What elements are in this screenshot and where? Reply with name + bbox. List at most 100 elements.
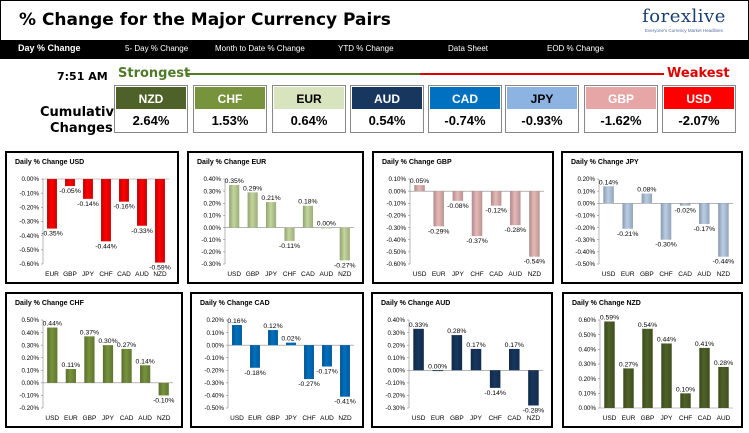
- currency-name: USD: [663, 86, 735, 110]
- x-tick-label: EUR: [622, 415, 636, 422]
- x-tick-label: USD: [603, 415, 617, 422]
- y-tick-label: 0.20%: [577, 176, 595, 183]
- data-label: 0.59%: [600, 314, 619, 321]
- bar: [680, 393, 691, 408]
- bar: [679, 203, 691, 206]
- strength-gradient-red: [420, 73, 664, 75]
- data-label: -0.02%: [674, 208, 696, 215]
- y-tick-label: -0.20%: [575, 225, 595, 232]
- x-tick-label: USD: [227, 271, 241, 278]
- chart-panel-cad: Daily % Change CAD 0.20% 0.10% 0.00% -0.10% -…: [190, 292, 364, 428]
- currency-box-gbp: GBP -1.62%: [584, 85, 658, 133]
- y-tick-label: -0.20%: [19, 205, 39, 212]
- data-label: -0.17%: [694, 226, 716, 233]
- data-label: -0.16%: [113, 204, 135, 211]
- x-tick-label: GBP: [246, 271, 260, 278]
- data-label: 0.44%: [43, 321, 62, 328]
- bar: [471, 191, 483, 237]
- bar: [304, 345, 314, 380]
- x-tick-label: EUR: [431, 415, 445, 422]
- bar-chart: 0.10% 0.00% -0.10% -0.20% -0.30% -0.40% -0.50%…: [386, 176, 545, 278]
- y-tick-label: 0.30%: [387, 330, 405, 337]
- currency-name: CAD: [429, 86, 501, 110]
- x-tick-label: AUD: [697, 271, 711, 278]
- y-tick-label: -0.10%: [19, 393, 39, 400]
- bar: [121, 348, 132, 383]
- x-tick-label: AUD: [319, 271, 333, 278]
- y-tick-label: -0.20%: [386, 213, 406, 220]
- y-tick-label: -0.20%: [385, 393, 405, 400]
- data-label: 0.16%: [227, 318, 246, 325]
- y-tick-label: -0.40%: [204, 393, 224, 400]
- tab-5-day-change[interactable]: 5- Day % Change: [125, 44, 189, 53]
- x-tick-label: CAD: [507, 415, 521, 422]
- cumulative-change-value: -0.93%: [521, 113, 563, 128]
- bar: [490, 191, 502, 206]
- y-tick-label: 0.10%: [21, 367, 39, 374]
- strongest-label: Strongest: [118, 66, 191, 81]
- data-label: -0.27%: [298, 381, 320, 388]
- y-tick-label: -0.30%: [575, 237, 595, 244]
- data-label: -0.14%: [484, 390, 506, 397]
- bar: [229, 185, 240, 228]
- data-label: -0.17%: [316, 369, 338, 376]
- bar-chart: 0.20% 0.10% 0.00% -0.10% -0.20% -0.30% -0.40% -…: [204, 317, 356, 422]
- chart-panel-nzd: Daily % Change NZD 0.60% 0.50% 0.40% 0.30% 0.…: [562, 292, 743, 428]
- bar: [302, 205, 313, 228]
- tab-data-sheet[interactable]: Data Sheet: [448, 44, 489, 53]
- bar: [250, 345, 260, 368]
- data-label: 0.37%: [80, 329, 99, 336]
- x-tick-label: CHF: [302, 415, 315, 422]
- x-tick-label: NZD: [153, 271, 167, 278]
- chart-panel-usd: Daily % Change USD 0.00% -0.10% -0.20% -0.30…: [5, 151, 179, 284]
- tab-day-change[interactable]: Day % Change: [18, 43, 81, 53]
- bar: [528, 370, 539, 406]
- x-tick-label: NZD: [338, 271, 352, 278]
- x-tick-label: GBP: [266, 415, 280, 422]
- y-tick-label: -0.40%: [386, 237, 406, 244]
- bar-chart: 0.60% 0.50% 0.40% 0.30% 0.20% 0.10% 0.00% 0.59%…: [578, 314, 733, 422]
- x-tick-label: GBP: [83, 415, 97, 422]
- bar: [321, 227, 332, 229]
- y-tick-label: 0.50%: [578, 332, 596, 339]
- bar: [510, 191, 521, 226]
- currency-box-cad: CAD -0.74%: [428, 85, 502, 133]
- tab-eod-change[interactable]: EOD % Change: [547, 44, 604, 53]
- chart-title: Daily % Change AUD: [381, 300, 451, 307]
- currency-name: JPY: [506, 86, 578, 110]
- y-tick-label: 0.00%: [387, 367, 405, 374]
- cumulative-change-value: -2.07%: [678, 113, 720, 128]
- x-tick-label: CHF: [488, 415, 501, 422]
- y-tick-label: 0.00%: [203, 225, 221, 232]
- y-tick-label: -0.10%: [201, 237, 221, 244]
- x-tick-label: CHF: [470, 271, 483, 278]
- y-tick-label: 0.00%: [578, 405, 596, 412]
- data-label: -0.28%: [523, 407, 545, 414]
- y-tick-label: 0.10%: [206, 330, 224, 337]
- y-tick-label: 0.20%: [203, 200, 221, 207]
- weakest-label: Weakest: [667, 66, 730, 81]
- x-tick-label: CHF: [99, 271, 112, 278]
- bar: [718, 203, 729, 257]
- bar-chart: 0.40% 0.30% 0.20% 0.10% 0.00% -0.10% -0.20% -0.…: [385, 317, 545, 422]
- chart-title: Daily % Change EUR: [197, 159, 267, 166]
- tab-month-to-date[interactable]: Month to Date % Change: [215, 44, 305, 53]
- y-tick-label: 0.40%: [203, 176, 221, 183]
- data-label: -0.30%: [655, 242, 677, 249]
- bar: [65, 179, 75, 187]
- bar: [47, 179, 57, 229]
- y-tick-label: -0.10%: [204, 355, 224, 362]
- bar: [622, 203, 633, 229]
- y-tick-label: 0.40%: [578, 347, 596, 354]
- cumulative-change-value: 2.64%: [132, 113, 170, 128]
- data-label: -0.41%: [334, 399, 356, 406]
- data-label: -0.44%: [95, 243, 117, 250]
- y-tick-label: -0.50%: [204, 405, 224, 412]
- chart-panel-eur: Daily % Change EUR 0.40% 0.30% 0.20% 0.10% 0.…: [187, 151, 364, 284]
- y-tick-label: 0.20%: [206, 317, 224, 324]
- tab-ytd-change[interactable]: YTD % Change: [338, 44, 394, 53]
- data-label: -0.59%: [149, 265, 171, 272]
- data-label: 0.14%: [136, 358, 155, 365]
- x-tick-label: GBP: [641, 415, 655, 422]
- x-tick-label: NZD: [157, 415, 171, 422]
